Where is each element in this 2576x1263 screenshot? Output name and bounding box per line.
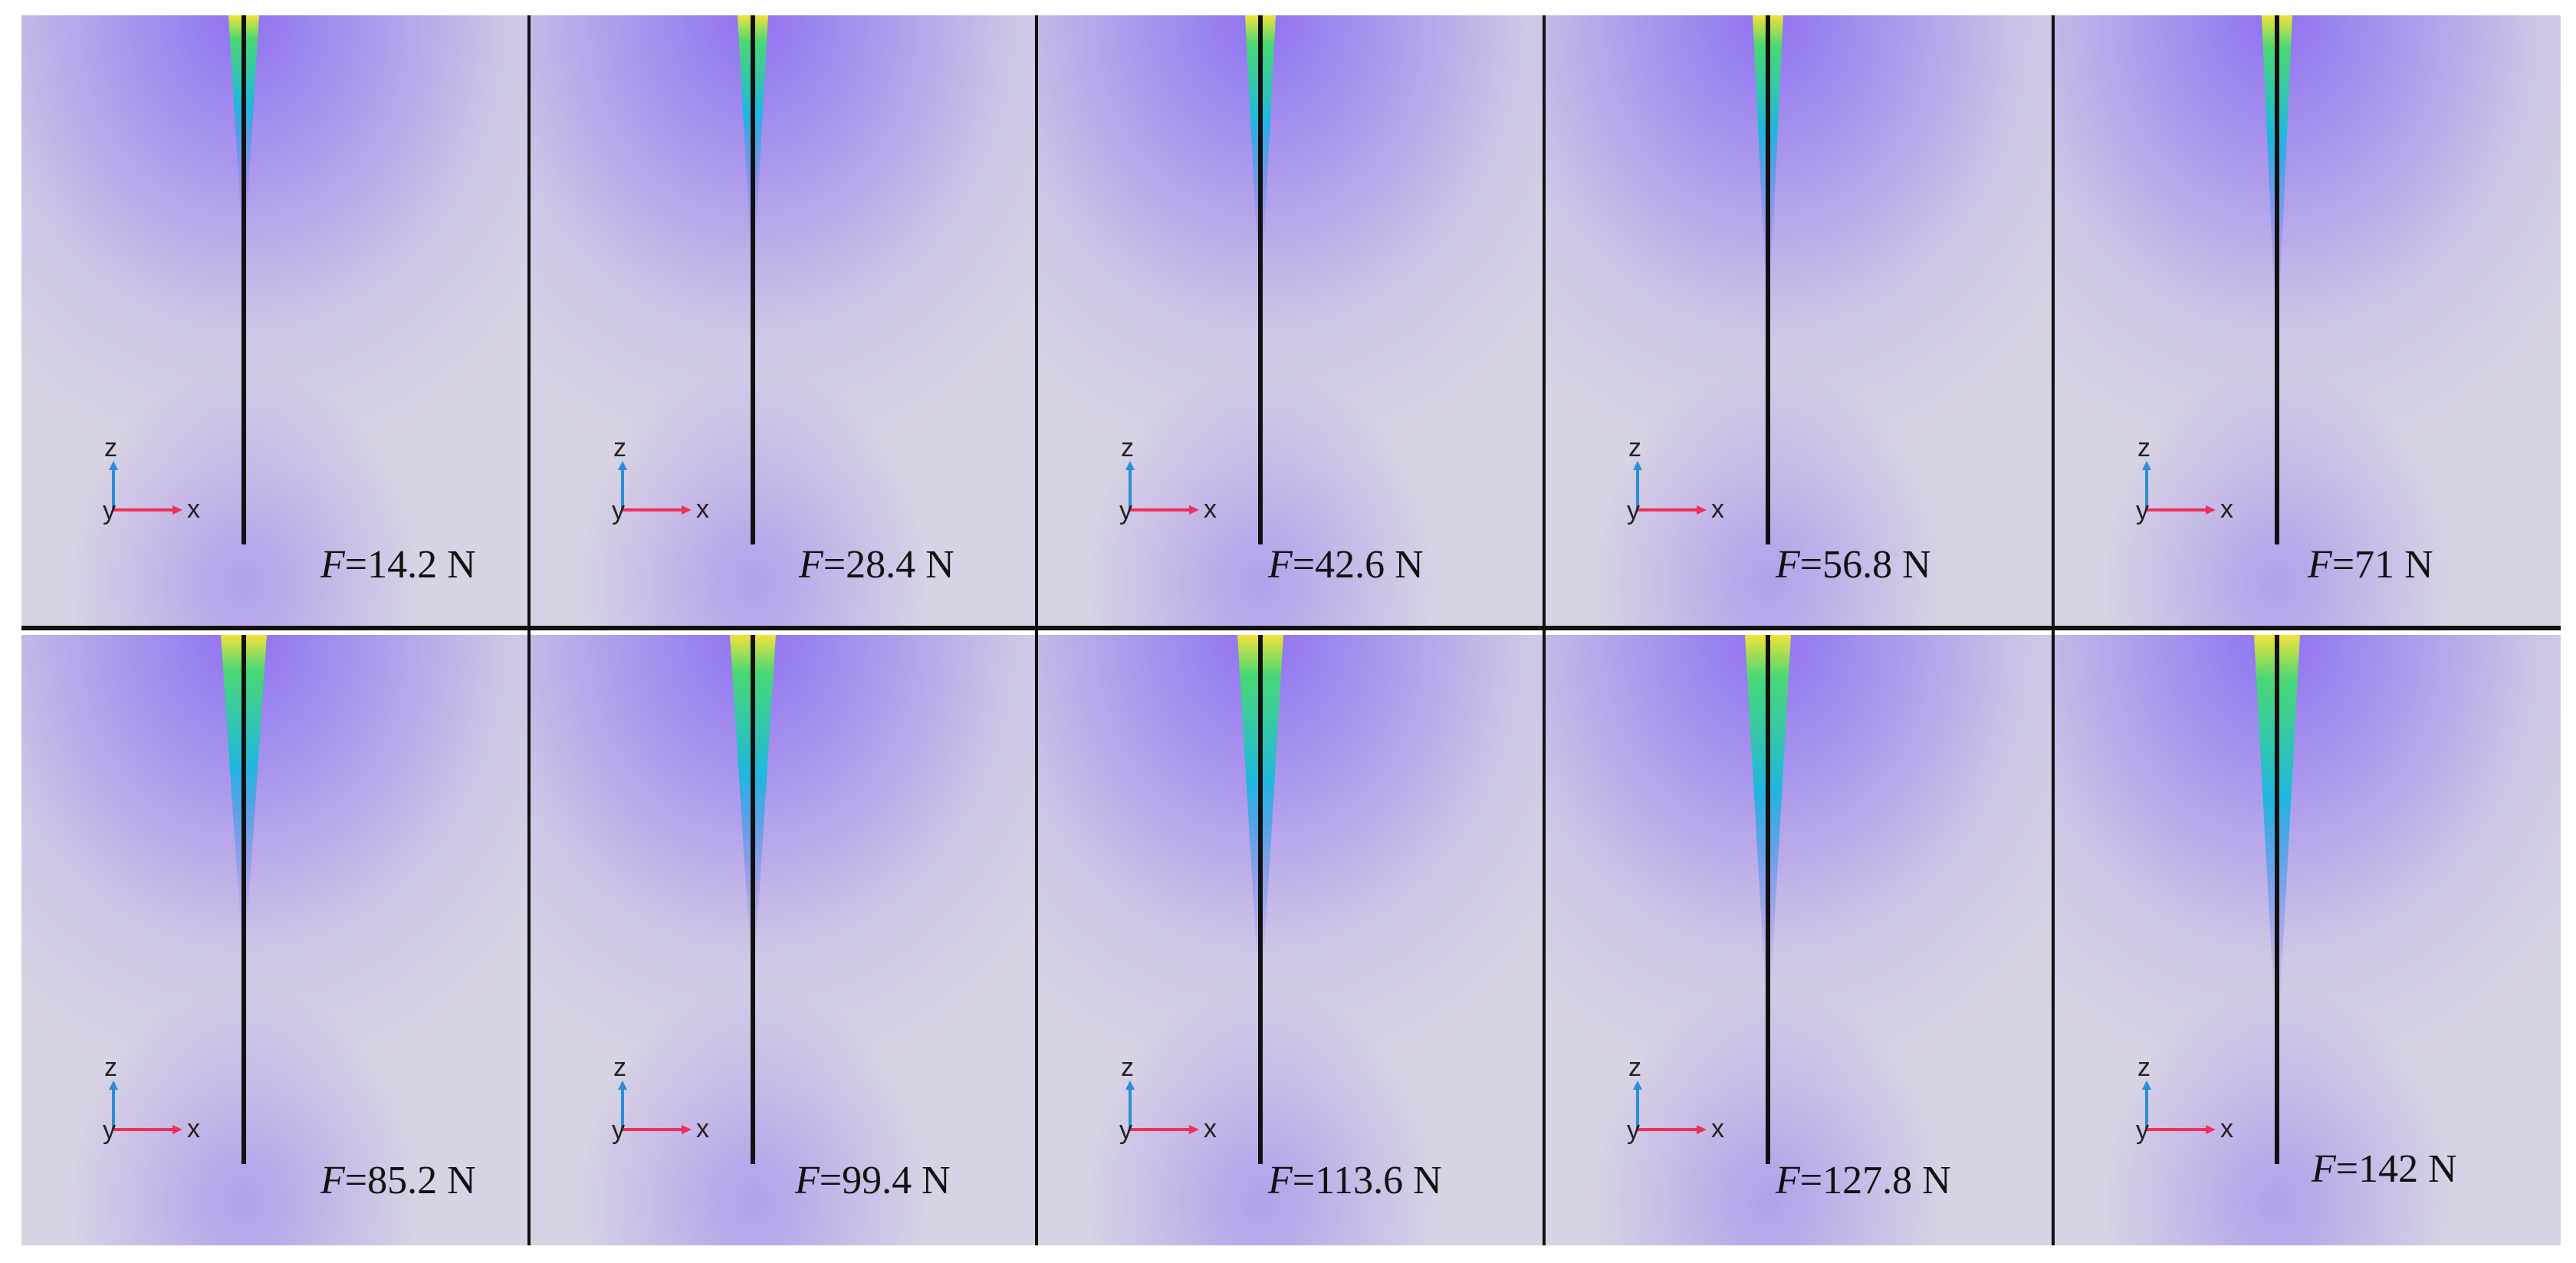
force-label: F=71 N (2308, 542, 2433, 587)
axis-y-label: y (612, 1116, 625, 1145)
simulation-panel: z y x F=28.4 N (531, 15, 1037, 626)
axis-y-label: y (1119, 496, 1132, 525)
field-contour (1038, 15, 1544, 626)
force-label: F=99.4 N (795, 1158, 951, 1203)
force-label: F=14.2 N (320, 542, 476, 587)
column-separator (527, 15, 531, 1245)
axis-x-label: x (696, 1114, 709, 1143)
force-label: F=113.6 N (1268, 1158, 1442, 1203)
column-separator (1543, 15, 1546, 1245)
axis-triad: z y x (1115, 1053, 1230, 1153)
axis-x-label: x (2220, 1114, 2233, 1143)
axis-z-label: z (104, 1053, 117, 1082)
field-contour (2055, 635, 2561, 1245)
force-symbol: F (799, 543, 823, 587)
axis-y-label: y (2136, 496, 2149, 525)
force-symbol: F (320, 1159, 345, 1202)
axis-y-label: y (1119, 1116, 1132, 1145)
axis-y-label: y (1627, 496, 1640, 525)
axis-triad: z y x (1622, 433, 1737, 533)
force-value: =42.6 N (1292, 543, 1424, 587)
field-contour (531, 635, 1037, 1245)
axis-x-label: x (1204, 495, 1217, 524)
field-contour (1546, 15, 2052, 626)
field-contour (1546, 635, 2052, 1245)
force-symbol: F (2308, 543, 2332, 587)
axis-y-label: y (103, 1116, 116, 1145)
force-symbol: F (1776, 1159, 1800, 1202)
simulation-panel: z y x F=142 N (2055, 635, 2561, 1245)
axis-x-label: x (187, 495, 200, 524)
simulation-panel: z y x F=14.2 N (21, 15, 527, 626)
force-label: F=85.2 N (320, 1158, 476, 1203)
force-label: F=142 N (2312, 1146, 2457, 1192)
simulation-panel: z y x F=56.8 N (1546, 15, 2052, 626)
axis-y-label: y (2136, 1116, 2149, 1145)
axis-x-label: x (696, 495, 709, 524)
axis-triad: z y x (98, 433, 213, 533)
force-value: =142 N (2335, 1147, 2457, 1191)
force-value: =99.4 N (819, 1159, 951, 1202)
axis-x-label: x (187, 1114, 200, 1143)
axis-y-label: y (612, 496, 625, 525)
axis-triad: z y x (98, 1053, 213, 1153)
simulation-panel: z y x F=99.4 N (531, 635, 1037, 1245)
force-value: =127.8 N (1799, 1159, 1951, 1202)
axis-y-label: y (1627, 1116, 1640, 1145)
axis-x-label: x (2220, 495, 2233, 524)
force-label: F=42.6 N (1268, 542, 1424, 587)
force-value: =71 N (2331, 543, 2433, 587)
force-symbol: F (1776, 543, 1800, 587)
force-value: =85.2 N (344, 1159, 476, 1202)
simulation-panel: z y x F=42.6 N (1038, 15, 1544, 626)
axis-z-label: z (613, 1053, 626, 1082)
force-symbol: F (795, 1159, 820, 1202)
row-separator (21, 626, 2561, 630)
axis-triad: z y x (607, 433, 722, 533)
force-symbol: F (1268, 543, 1293, 587)
axis-x-label: x (1711, 495, 1724, 524)
force-value: =14.2 N (344, 543, 476, 587)
axis-z-label: z (2137, 433, 2150, 462)
force-label: F=56.8 N (1776, 542, 1931, 587)
axis-z-label: z (1628, 433, 1641, 462)
field-contour (21, 635, 527, 1245)
field-contour (2055, 15, 2561, 626)
axis-z-label: z (613, 433, 626, 462)
field-contour (1038, 635, 1544, 1245)
force-value: =113.6 N (1292, 1159, 1442, 1202)
axis-z-label: z (104, 433, 117, 462)
simulation-panel: z y x F=71 N (2055, 15, 2561, 626)
force-symbol: F (320, 543, 345, 587)
axis-z-label: z (1121, 1053, 1134, 1082)
force-label: F=127.8 N (1776, 1158, 1951, 1203)
simulation-panel: z y x F=85.2 N (21, 635, 527, 1245)
axis-x-label: x (1204, 1114, 1217, 1143)
axis-triad: z y x (2131, 433, 2246, 533)
simulation-panel: z y x F=127.8 N (1546, 635, 2052, 1245)
axis-z-label: z (1121, 433, 1134, 462)
force-value: =56.8 N (1799, 543, 1931, 587)
force-value: =28.4 N (823, 543, 955, 587)
force-symbol: F (1268, 1159, 1293, 1202)
axis-y-label: y (103, 496, 116, 525)
simulation-panel: z y x F=113.6 N (1038, 635, 1544, 1245)
axis-triad: z y x (2131, 1053, 2246, 1153)
axis-x-label: x (1711, 1114, 1724, 1143)
column-separator (1035, 15, 1038, 1245)
axis-triad: z y x (1622, 1053, 1737, 1153)
force-symbol: F (2312, 1147, 2336, 1191)
axis-triad: z y x (607, 1053, 722, 1153)
force-label: F=28.4 N (799, 542, 955, 587)
axis-z-label: z (1628, 1053, 1641, 1082)
axis-triad: z y x (1115, 433, 1230, 533)
axis-z-label: z (2137, 1053, 2150, 1082)
field-contour (531, 15, 1037, 626)
field-contour (21, 15, 527, 626)
column-separator (2052, 15, 2055, 1245)
